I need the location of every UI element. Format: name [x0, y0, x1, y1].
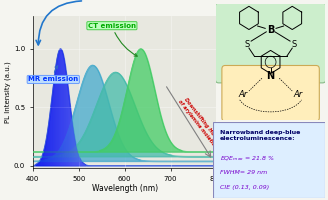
Text: Downshifting HOMO
of arylamine moieties: Downshifting HOMO of arylamine moieties — [177, 96, 223, 149]
Text: Ar: Ar — [293, 90, 302, 99]
Text: $EQE_{max}$ = 21.8 %: $EQE_{max}$ = 21.8 % — [220, 154, 275, 163]
Text: Narrowband deep-blue
electroluminescence:: Narrowband deep-blue electroluminescence… — [220, 130, 300, 141]
Text: B: B — [267, 25, 274, 35]
Text: N: N — [267, 71, 275, 81]
Y-axis label: PL Intensity (a.u.): PL Intensity (a.u.) — [5, 61, 11, 123]
Text: S: S — [292, 40, 297, 49]
Text: CT emission: CT emission — [88, 23, 137, 56]
Text: CIE (0.13, 0.09): CIE (0.13, 0.09) — [220, 185, 269, 190]
Text: S: S — [244, 40, 249, 49]
FancyBboxPatch shape — [215, 3, 326, 83]
Text: MR emission: MR emission — [28, 66, 78, 82]
Text: Ar: Ar — [239, 90, 248, 99]
X-axis label: Wavelength (nm): Wavelength (nm) — [92, 184, 158, 193]
Text: FWHM= 29 nm: FWHM= 29 nm — [220, 170, 267, 175]
FancyBboxPatch shape — [213, 122, 325, 198]
FancyBboxPatch shape — [222, 65, 319, 121]
